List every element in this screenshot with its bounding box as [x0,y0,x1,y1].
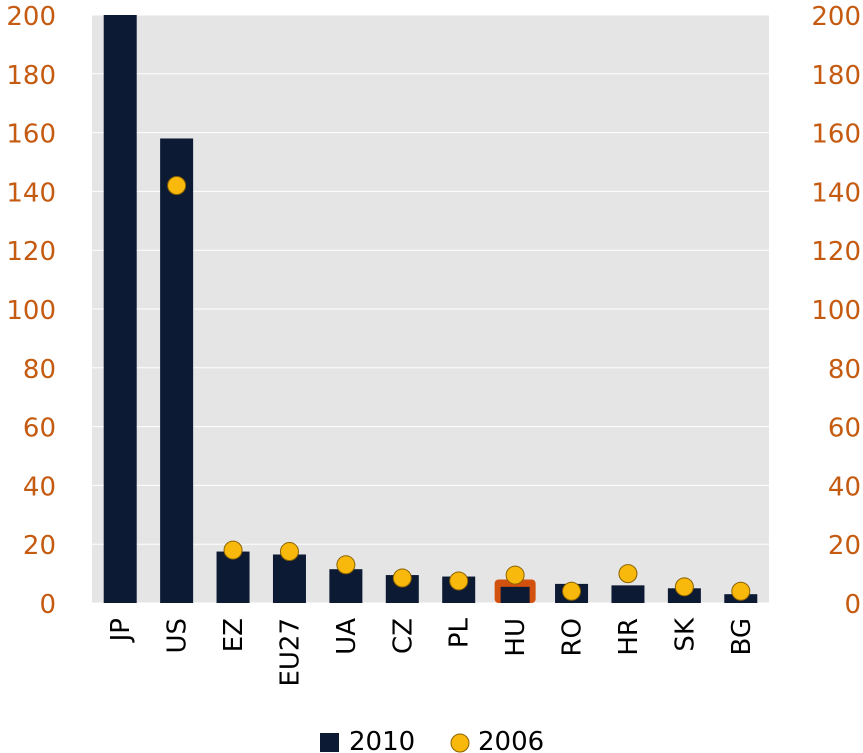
left-y-tick-label: 80 [23,355,56,385]
x-tick-label: PL [445,617,475,648]
bar-2010 [329,569,363,603]
legend-label-2006: 2006 [478,727,544,753]
right-y-tick-label: 160 [811,120,861,150]
marker-2006 [449,571,469,591]
right-y-tick-label: 80 [828,355,861,385]
x-tick-label: EZ [219,618,249,652]
left-y-tick-label: 200 [6,2,56,32]
bar-2010 [272,554,306,603]
marker-2006 [223,540,243,560]
x-tick-label: UA [332,618,362,655]
x-tick-label: HR [614,618,644,656]
left-y-tick-label: 60 [23,414,56,444]
x-tick-label: JP [106,618,136,643]
x-tick-label: CZ [388,618,418,654]
right-y-tick-label: 100 [811,296,861,326]
x-axis-labels: JP US EZ EU27 UA CZ PL HU RO HR SK BG [106,617,757,686]
right-y-tick-label: 20 [828,531,861,561]
marker-2006 [731,581,751,601]
marker-2006 [562,581,582,601]
left-y-tick-label: 40 [23,472,56,502]
marker-2006 [618,564,638,584]
x-tick-label: EU27 [275,618,305,687]
bar-2010 [611,585,645,603]
marker-2006 [505,565,525,585]
bar-2010 [500,586,530,603]
left-y-tick-label: 100 [6,296,56,326]
left-y-tick-label: 140 [6,178,56,208]
legend-swatch-2006 [450,733,470,753]
left-y-axis: 0 20 40 60 80 100 120 140 160 180 200 [6,2,56,620]
right-y-tick-label: 0 [844,590,861,620]
markers-2006 [167,176,751,601]
legend-label-2010: 2010 [349,727,415,753]
left-y-tick-label: 20 [23,531,56,561]
marker-2006 [674,577,694,597]
bar-2010 [160,138,194,604]
left-y-tick-label: 120 [6,237,56,267]
bar-2010 [216,551,250,603]
marker-2006 [392,568,412,588]
right-y-tick-label: 180 [811,61,861,91]
x-tick-label: RO [558,618,588,657]
x-tick-label: HU [501,618,531,657]
right-y-tick-label: 60 [828,414,861,444]
left-y-tick-label: 180 [6,61,56,91]
legend: 2010 2006 [320,727,544,753]
right-y-tick-label: 120 [811,237,861,267]
marker-2006 [336,555,356,575]
right-y-tick-label: 40 [828,472,861,502]
left-y-tick-label: 0 [39,590,56,620]
right-y-tick-label: 200 [811,2,861,32]
marker-2006 [279,542,299,562]
bar-2010 [103,15,137,603]
right-y-axis: 0 20 40 60 80 100 120 140 160 180 200 [811,2,861,620]
x-tick-label: SK [670,617,700,652]
left-y-tick-label: 160 [6,120,56,150]
x-tick-label: US [163,618,193,654]
x-tick-label: BG [727,618,757,656]
legend-swatch-2010 [320,733,339,752]
right-y-tick-label: 140 [811,178,861,208]
marker-2006 [167,176,187,196]
gridlines [92,14,769,604]
